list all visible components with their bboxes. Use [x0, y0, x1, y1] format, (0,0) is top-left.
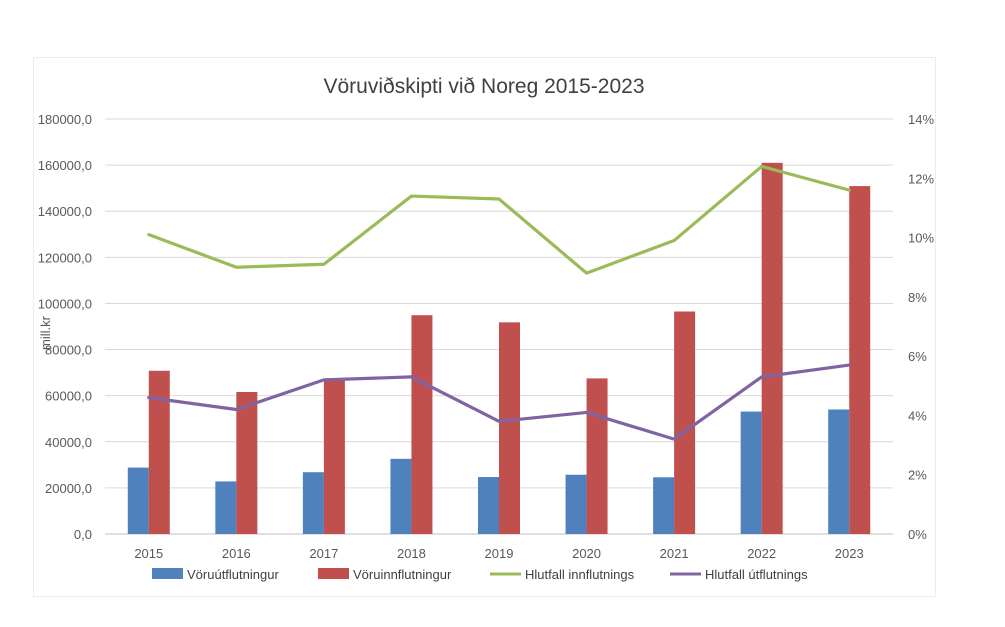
y-tick-label: 0,0 — [74, 527, 92, 542]
y2-tick-label: 2% — [908, 468, 927, 483]
y-tick-label: 60000,0 — [45, 389, 92, 404]
legend-label: Hlutfall innflutnings — [525, 567, 635, 582]
x-tick-label: 2023 — [835, 546, 864, 561]
y2-tick-label: 14% — [908, 112, 934, 127]
y-tick-label: 160000,0 — [38, 158, 92, 173]
y-axis-label: mill.kr — [38, 315, 53, 350]
bar-import — [761, 162, 783, 535]
bar-export — [390, 458, 412, 534]
legend-label: Hlutfall útflutnings — [705, 567, 808, 582]
bar-import — [674, 311, 696, 534]
bar-export — [215, 481, 237, 534]
bar-import — [849, 186, 871, 534]
y2-axis-ticks: 0% 2% 4% 6% 8% 10% 12% 14% — [908, 112, 934, 542]
y-tick-label: 40000,0 — [45, 435, 92, 450]
legend-swatch — [152, 568, 183, 579]
y2-tick-label: 4% — [908, 408, 927, 423]
legend-label: Vöruútflutningur — [187, 567, 279, 582]
x-tick-label: 2017 — [309, 546, 338, 561]
x-tick-label: 2018 — [397, 546, 426, 561]
y-tick-label: 120000,0 — [38, 250, 92, 265]
bar-import — [148, 370, 170, 534]
bar-export — [828, 409, 850, 534]
legend: Vöruútflutningur Vöruinnflutningur Hlutfal… — [152, 567, 808, 582]
x-tick-label: 2021 — [660, 546, 689, 561]
bar-export — [740, 411, 762, 534]
legend-swatch — [318, 568, 349, 579]
x-tick-label: 2020 — [572, 546, 601, 561]
bar-import — [236, 391, 258, 534]
y-tick-label: 100000,0 — [38, 296, 92, 311]
bars — [127, 162, 871, 535]
bar-import — [586, 378, 608, 534]
x-tick-label: 2022 — [747, 546, 776, 561]
bar-export — [127, 467, 149, 534]
lines — [147, 164, 851, 441]
y2-tick-label: 0% — [908, 527, 927, 542]
x-axis-ticks: 2015 2016 2017 2018 2019 2020 2021 2022 2023 — [134, 546, 863, 561]
y-tick-label: 20000,0 — [45, 481, 92, 496]
bar-import — [411, 315, 433, 534]
series-line-export-share — [147, 363, 851, 441]
bar-export — [653, 477, 675, 534]
x-tick-label: 2016 — [222, 546, 251, 561]
x-tick-label: 2019 — [485, 546, 514, 561]
y2-tick-label: 12% — [908, 171, 934, 186]
y-tick-label: 180000,0 — [38, 112, 92, 127]
y-tick-label: 80000,0 — [45, 343, 92, 358]
bar-export — [302, 472, 324, 534]
y2-tick-label: 8% — [908, 290, 927, 305]
y2-tick-label: 6% — [908, 349, 927, 364]
x-tick-label: 2015 — [134, 546, 163, 561]
legend-label: Vöruinnflutningur — [353, 567, 452, 582]
bar-import — [323, 379, 345, 534]
y-tick-label: 140000,0 — [38, 204, 92, 219]
y-axis-ticks: 0,0 20000,0 40000,0 60000,0 80000,0 100000,0 1… — [38, 112, 92, 542]
series-line-import-share — [147, 164, 851, 275]
chart-title: Vöruviðskipti við Noreg 2015-2023 — [323, 75, 644, 98]
y2-tick-label: 10% — [908, 231, 934, 246]
bar-import — [499, 322, 520, 534]
bar-export — [478, 477, 499, 534]
bar-export — [565, 474, 587, 534]
